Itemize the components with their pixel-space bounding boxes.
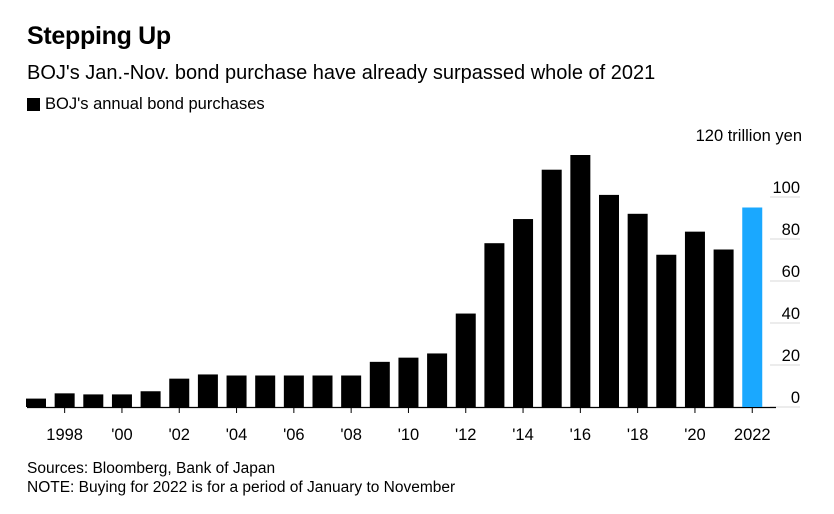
x-tick-label: '12: [455, 426, 477, 444]
bar-2018: [627, 213, 648, 407]
bar-2005: [255, 375, 276, 407]
y-tick-label: 0: [791, 389, 800, 407]
x-tick-label: '20: [684, 426, 706, 444]
x-tick-label: '18: [627, 426, 649, 444]
bar-2013: [484, 243, 505, 407]
sources-text: Sources: Bloomberg, Bank of Japan: [27, 460, 276, 477]
bar-2020: [684, 231, 705, 407]
chart-title: Stepping Up: [27, 22, 171, 50]
legend-label: BOJ's annual bond purchases: [45, 95, 265, 113]
bar-1999: [83, 394, 104, 407]
legend: BOJ's annual bond purchases: [27, 95, 265, 114]
y-tick-label: 20: [782, 347, 800, 365]
bar-2009: [369, 361, 390, 407]
bar-2011: [427, 353, 448, 407]
bar-2014: [513, 219, 534, 407]
bar-2019: [656, 254, 677, 407]
x-tick-label: 2022: [734, 426, 771, 444]
source-note: Sources: Bloomberg, Bank of Japan NOTE: …: [27, 459, 455, 497]
bar-2006: [283, 375, 304, 407]
x-tick-label: '10: [398, 426, 420, 444]
bar-2015: [541, 169, 562, 407]
bar-2004: [226, 375, 247, 407]
x-tick-label: '04: [226, 426, 248, 444]
y-tick-label: 60: [782, 263, 800, 281]
x-tick-label: '00: [111, 426, 133, 444]
bar-2017: [599, 194, 619, 407]
bar-2021: [713, 249, 734, 407]
bar-2008: [341, 375, 362, 407]
bar-2000: [111, 394, 132, 407]
y-axis-unit-label: 120 trillion yen: [696, 127, 802, 145]
bar-1998: [54, 393, 75, 407]
chart-subtitle: BOJ's Jan.-Nov. bond purchase have alrea…: [27, 62, 656, 84]
bar-1997: [26, 398, 46, 407]
x-tick-label: '06: [283, 426, 305, 444]
x-tick-label: 1998: [46, 426, 83, 444]
legend-swatch: [27, 98, 40, 111]
bar-2010: [398, 357, 419, 407]
x-tick-label: '14: [512, 426, 534, 444]
x-tick-label: '02: [168, 426, 190, 444]
x-tick-label: '08: [340, 426, 362, 444]
y-tick-label: 100: [772, 179, 800, 197]
bar-2012: [455, 313, 476, 407]
x-tick-label: '16: [570, 426, 592, 444]
bar-2022: [742, 207, 763, 407]
bar-2001: [140, 391, 161, 407]
bar-2002: [169, 378, 190, 407]
bar-2016: [570, 155, 591, 407]
y-tick-label: 40: [782, 305, 800, 323]
bar-2007: [312, 375, 333, 407]
bar-2003: [197, 374, 218, 407]
y-tick-label: 80: [782, 221, 800, 239]
note-text: NOTE: Buying for 2022 is for a period of…: [27, 479, 456, 496]
